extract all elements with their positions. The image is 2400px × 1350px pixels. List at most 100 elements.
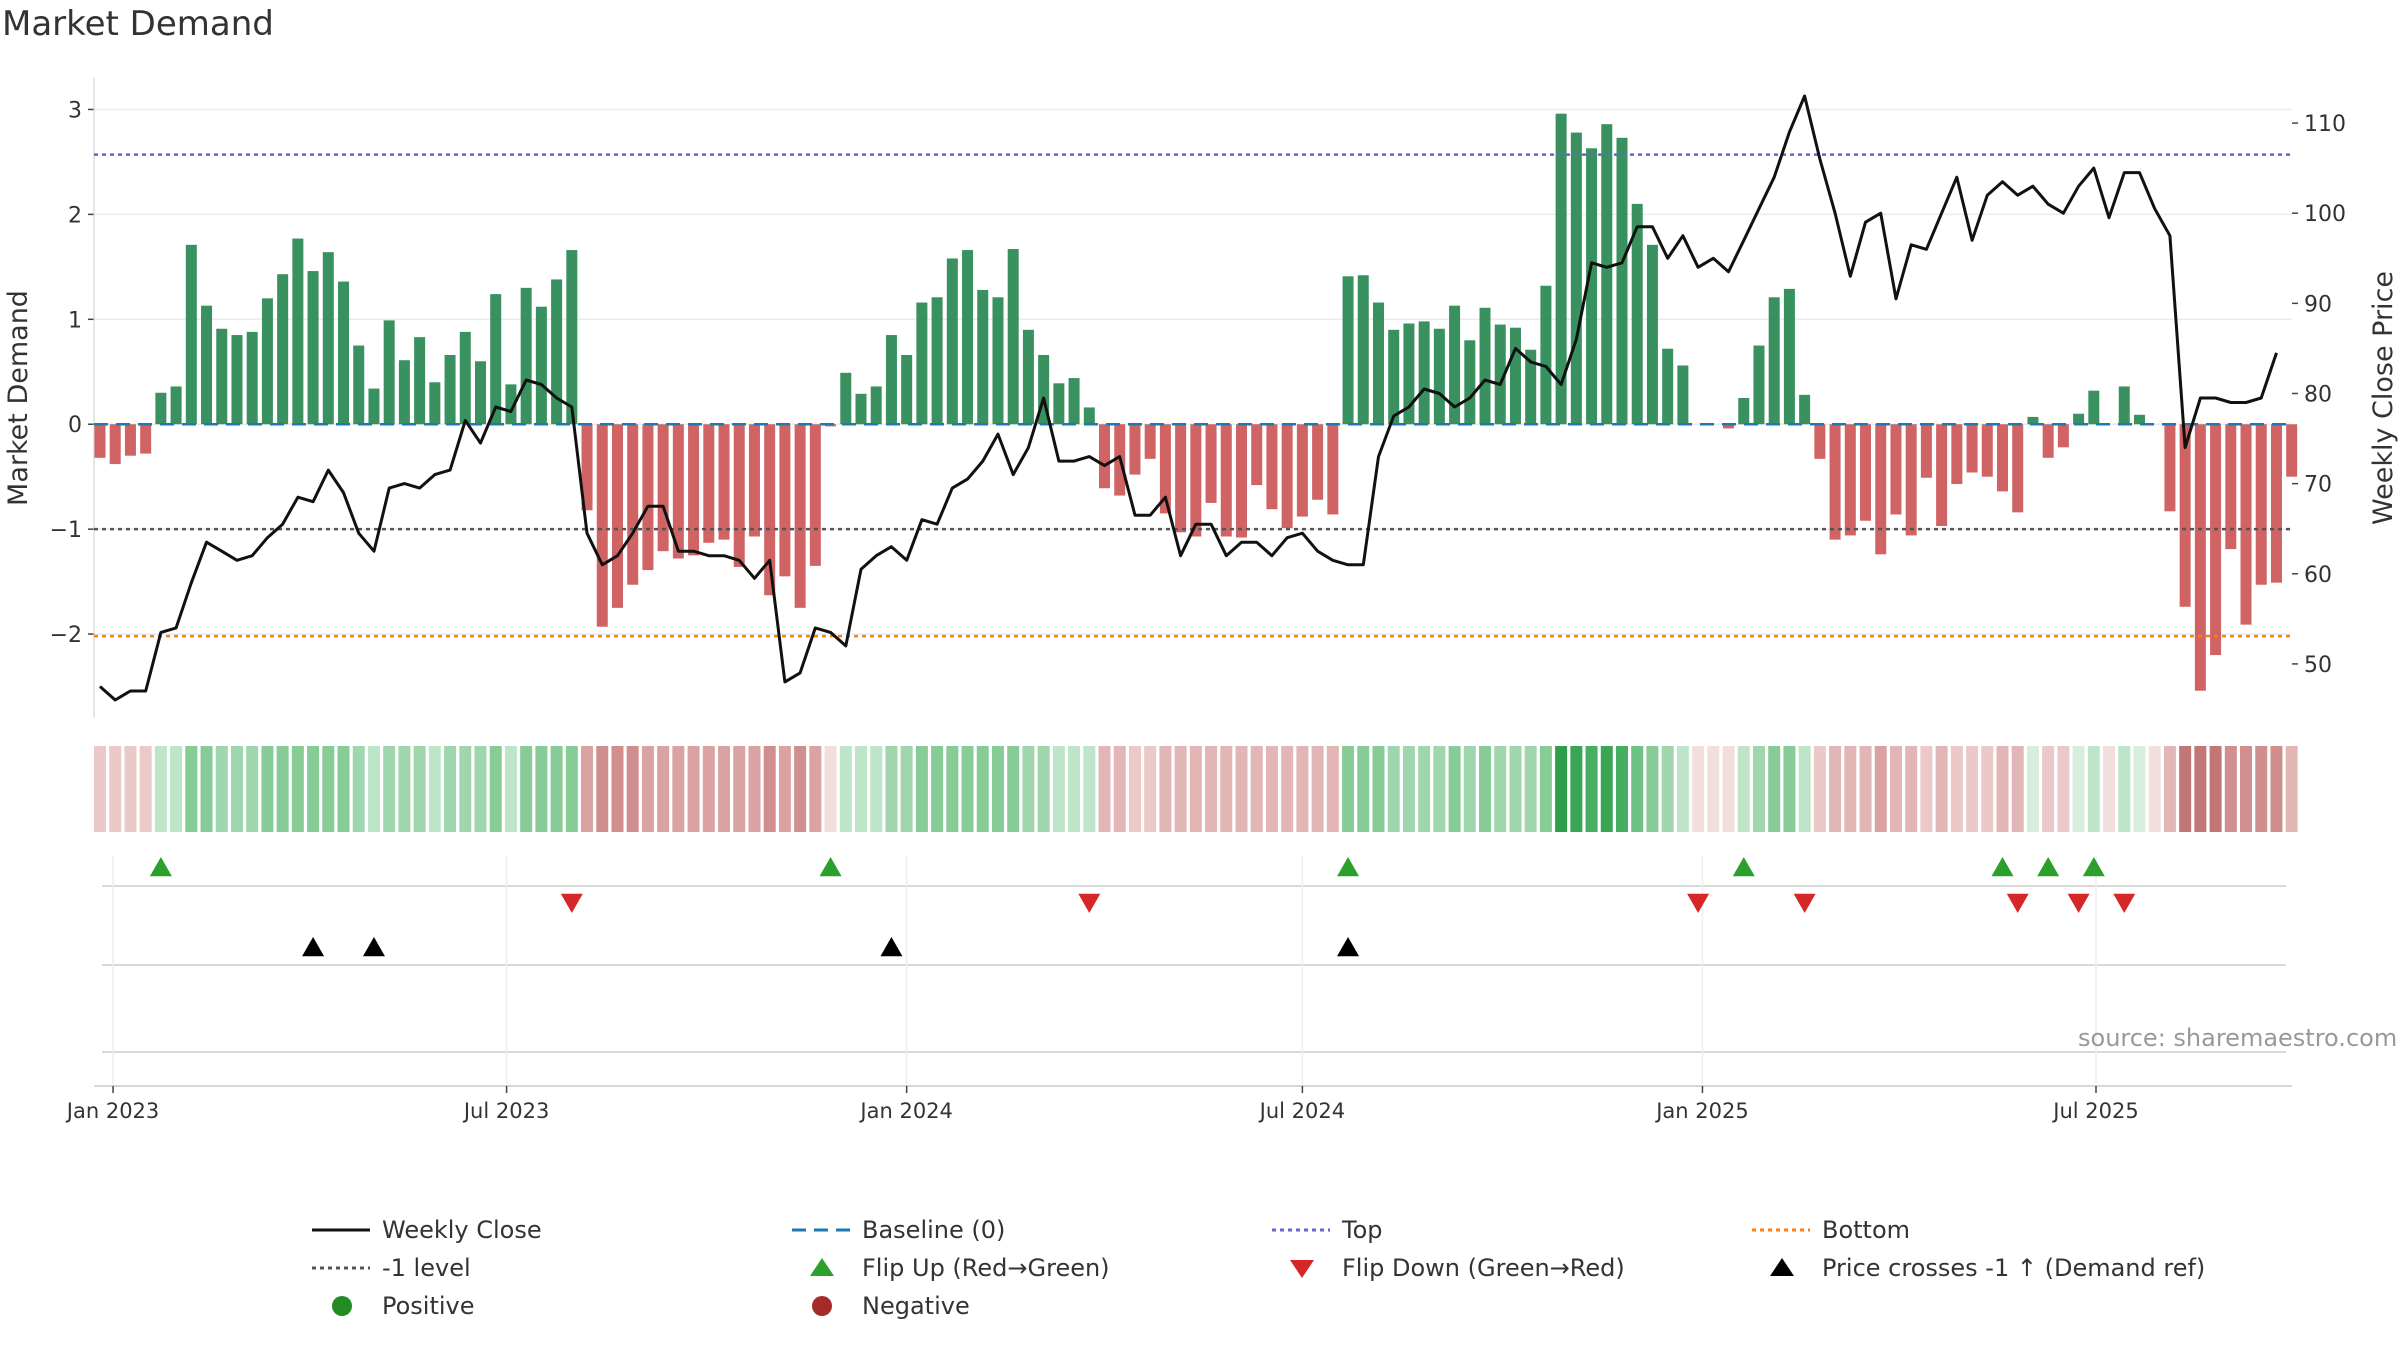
legend-label: Price crosses -1 ↑ (Demand ref) <box>1822 1254 2206 1282</box>
x-tick-label: Jan 2024 <box>858 1099 953 1123</box>
heatstrip-cell <box>444 746 457 832</box>
legend-symbol-shape <box>1770 1258 1794 1276</box>
heatstrip-cell <box>352 746 365 832</box>
heatstrip-cell <box>1935 746 1948 832</box>
heatstrip-cell <box>1509 746 1522 832</box>
heatstrip-cell <box>1083 746 1096 832</box>
demand-bar <box>1570 132 1582 425</box>
demand-bar <box>1418 321 1430 425</box>
demand-bar <box>1631 203 1643 425</box>
heatstrip-cell <box>976 746 989 832</box>
demand-bar <box>1966 424 1978 473</box>
demand-bar <box>1144 424 1156 459</box>
heatstrip-cell <box>1463 746 1476 832</box>
heatstrip-cell <box>1372 746 1385 832</box>
demand-bar <box>1357 275 1369 425</box>
demand-bar <box>1997 424 2008 492</box>
flip-down-marker <box>2006 893 2029 913</box>
demand-bar <box>2133 414 2145 425</box>
demand-bar <box>1403 323 1415 425</box>
heatstrip-cell <box>1981 746 1994 832</box>
legend-label: Bottom <box>1822 1216 1911 1244</box>
heatstrip-cell <box>1570 746 1583 832</box>
heatstrip-cell <box>2270 746 2283 832</box>
demand-bar <box>322 252 334 425</box>
demand-bar <box>1449 305 1461 425</box>
demand-bar <box>109 424 121 465</box>
demand-bar <box>307 271 319 425</box>
heatstrip-cell <box>1950 746 1963 832</box>
legend-item: -1 level <box>300 1250 471 1286</box>
demand-bar <box>1083 407 1095 425</box>
heatstrip-cell <box>1539 746 1552 832</box>
heatstrip-cell <box>307 746 320 832</box>
heatstrip-cell <box>809 746 822 832</box>
heatstrip-cell <box>702 746 715 832</box>
flip-down-marker <box>1793 893 1816 913</box>
demand-bar <box>1433 328 1445 425</box>
demand-bar <box>1312 424 1324 500</box>
heatstrip-cell <box>2179 746 2192 832</box>
heatstrip-cell <box>1661 746 1674 832</box>
price-cross-marker <box>1337 937 1360 957</box>
legend-label: Baseline (0) <box>862 1216 1006 1244</box>
demand-bar <box>1540 285 1552 425</box>
legend-item: Bottom <box>1740 1212 1910 1248</box>
demand-bar <box>688 424 700 556</box>
demand-bar <box>2179 424 2191 607</box>
demand-bar <box>277 274 289 425</box>
demand-bar <box>1814 424 1826 459</box>
y-tick-label: 3 <box>68 98 82 123</box>
y2-tick-label: 80 <box>2304 382 2332 407</box>
demand-bar <box>931 297 943 425</box>
heatstrip-cell <box>1844 746 1857 832</box>
heatstrip-cell <box>1189 746 1202 832</box>
demand-bar <box>459 331 471 425</box>
heatstrip-cell <box>215 746 228 832</box>
x-tick-label: Jul 2025 <box>2051 1099 2138 1123</box>
heatstrip-cell <box>413 746 426 832</box>
demand-bar <box>627 424 639 585</box>
flip-up-marker <box>819 857 842 877</box>
demand-bar <box>809 424 821 566</box>
heatstrip-cell <box>1616 746 1628 832</box>
heatstrip-cell <box>870 746 883 832</box>
demand-bar <box>1327 424 1339 515</box>
heatstrip-cell <box>2285 746 2298 832</box>
demand-bar <box>733 424 745 567</box>
legend-label: Weekly Close <box>382 1216 542 1244</box>
legend-item: Negative <box>780 1288 970 1324</box>
demand-bar <box>1920 424 1932 478</box>
heatstrip-cell <box>428 746 441 832</box>
heatstrip-cell <box>2057 746 2070 832</box>
heatstrip-cell <box>1205 746 1218 832</box>
heatstrip-cell <box>1402 746 1415 832</box>
demand-bar <box>1738 398 1750 425</box>
legend-symbol <box>1770 1258 1794 1276</box>
legend-symbol-shape <box>1290 1260 1314 1278</box>
heatstrip-cell <box>185 746 198 832</box>
heatstrip-cell <box>246 746 259 832</box>
demand-bar <box>1266 424 1278 510</box>
demand-bar <box>2225 424 2237 550</box>
y-tick-label: 2 <box>68 203 82 228</box>
demand-bar <box>444 354 456 425</box>
heatstrip-cell <box>1798 746 1811 832</box>
heatstrip-cell <box>1007 746 1020 832</box>
demand-bar <box>581 424 593 511</box>
demand-bar <box>1905 424 1917 536</box>
heatstrip-cell <box>1874 746 1887 832</box>
flip-down-marker <box>2113 893 2136 913</box>
heatstrip-cell <box>489 746 502 832</box>
heatstrip-cell <box>1813 746 1826 832</box>
demand-bar <box>748 424 760 537</box>
heatstrip-cell <box>1220 746 1233 832</box>
heatstrip-cell <box>261 746 274 832</box>
heatstrip-cell <box>2255 746 2268 832</box>
heatstrip-cell <box>1889 746 1902 832</box>
demand-bar <box>398 360 410 425</box>
demand-bar <box>292 238 304 425</box>
heatstrip-cell <box>1737 746 1750 832</box>
demand-bar <box>2240 424 2252 625</box>
demand-bar <box>170 386 182 425</box>
